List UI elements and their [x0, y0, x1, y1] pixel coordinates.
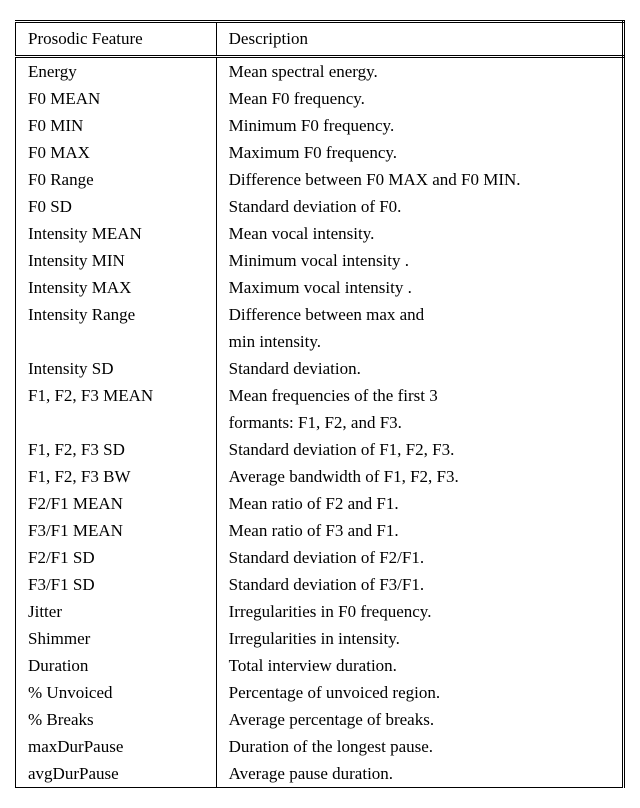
cell-feature: F2/F1 SD — [16, 544, 217, 571]
cell-description: Difference between max and — [216, 301, 623, 328]
table-row: F0 MAXMaximum F0 frequency. — [16, 139, 624, 166]
table-row: ShimmerIrregularities in intensity. — [16, 625, 624, 652]
header-feature: Prosodic Feature — [16, 22, 217, 57]
table-row: Intensity MEANMean vocal intensity. — [16, 220, 624, 247]
table-row: DurationTotal interview duration. — [16, 652, 624, 679]
header-description: Description — [216, 22, 623, 57]
cell-description: Standard deviation of F0. — [216, 193, 623, 220]
cell-description: Mean frequencies of the first 3 — [216, 382, 623, 409]
table-row: avgDurPauseAverage pause duration. — [16, 760, 624, 788]
cell-description: Average pause duration. — [216, 760, 623, 788]
cell-feature: Intensity MAX — [16, 274, 217, 301]
table-row: F2/F1 SDStandard deviation of F2/F1. — [16, 544, 624, 571]
table-row: F2/F1 MEANMean ratio of F2 and F1. — [16, 490, 624, 517]
table-row: % UnvoicedPercentage of unvoiced region. — [16, 679, 624, 706]
table-row: Intensity SDStandard deviation. — [16, 355, 624, 382]
table-row: formants: F1, F2, and F3. — [16, 409, 624, 436]
cell-feature: F1, F2, F3 MEAN — [16, 382, 217, 409]
cell-feature: % Breaks — [16, 706, 217, 733]
cell-description: Maximum F0 frequency. — [216, 139, 623, 166]
cell-feature: F1, F2, F3 SD — [16, 436, 217, 463]
cell-description: Standard deviation of F3/F1. — [216, 571, 623, 598]
cell-feature: F0 SD — [16, 193, 217, 220]
cell-feature: F0 Range — [16, 166, 217, 193]
cell-description: Mean F0 frequency. — [216, 85, 623, 112]
cell-feature — [16, 409, 217, 436]
cell-description: Standard deviation of F1, F2, F3. — [216, 436, 623, 463]
cell-feature: maxDurPause — [16, 733, 217, 760]
cell-feature: Jitter — [16, 598, 217, 625]
cell-description: Minimum vocal intensity . — [216, 247, 623, 274]
cell-description: Mean ratio of F3 and F1. — [216, 517, 623, 544]
cell-description: Maximum vocal intensity . — [216, 274, 623, 301]
cell-description: min intensity. — [216, 328, 623, 355]
table-row: F0 MINMinimum F0 frequency. — [16, 112, 624, 139]
cell-description: Total interview duration. — [216, 652, 623, 679]
cell-feature: % Unvoiced — [16, 679, 217, 706]
prosodic-features-table: Prosodic Feature Description EnergyMean … — [15, 20, 625, 788]
table-row: F0 MEANMean F0 frequency. — [16, 85, 624, 112]
cell-feature: Energy — [16, 57, 217, 86]
cell-feature: Shimmer — [16, 625, 217, 652]
table-row: F0 SDStandard deviation of F0. — [16, 193, 624, 220]
cell-feature: F3/F1 MEAN — [16, 517, 217, 544]
table-row: F0 RangeDifference between F0 MAX and F0… — [16, 166, 624, 193]
table-row: Intensity RangeDifference between max an… — [16, 301, 624, 328]
cell-feature: F3/F1 SD — [16, 571, 217, 598]
cell-description: Standard deviation. — [216, 355, 623, 382]
cell-description: formants: F1, F2, and F3. — [216, 409, 623, 436]
cell-feature: F2/F1 MEAN — [16, 490, 217, 517]
cell-description: Irregularities in intensity. — [216, 625, 623, 652]
table-row: F1, F2, F3 SDStandard deviation of F1, F… — [16, 436, 624, 463]
cell-feature: F0 MAX — [16, 139, 217, 166]
table-row: F1, F2, F3 MEANMean frequencies of the f… — [16, 382, 624, 409]
table-row: min intensity. — [16, 328, 624, 355]
cell-feature: F1, F2, F3 BW — [16, 463, 217, 490]
table-row: JitterIrregularities in F0 frequency. — [16, 598, 624, 625]
table-body: EnergyMean spectral energy.F0 MEANMean F… — [16, 57, 624, 788]
cell-description: Difference between F0 MAX and F0 MIN. — [216, 166, 623, 193]
cell-feature: Intensity MEAN — [16, 220, 217, 247]
cell-description: Mean ratio of F2 and F1. — [216, 490, 623, 517]
cell-description: Percentage of unvoiced region. — [216, 679, 623, 706]
cell-feature — [16, 328, 217, 355]
cell-description: Duration of the longest pause. — [216, 733, 623, 760]
cell-description: Standard deviation of F2/F1. — [216, 544, 623, 571]
cell-description: Average percentage of breaks. — [216, 706, 623, 733]
table-row: F3/F1 SDStandard deviation of F3/F1. — [16, 571, 624, 598]
table-row: Intensity MAXMaximum vocal intensity . — [16, 274, 624, 301]
cell-feature: F0 MIN — [16, 112, 217, 139]
table-row: F1, F2, F3 BWAverage bandwidth of F1, F2… — [16, 463, 624, 490]
cell-feature: F0 MEAN — [16, 85, 217, 112]
table-row: EnergyMean spectral energy. — [16, 57, 624, 86]
cell-feature: Intensity SD — [16, 355, 217, 382]
table-row: F3/F1 MEANMean ratio of F3 and F1. — [16, 517, 624, 544]
cell-description: Mean vocal intensity. — [216, 220, 623, 247]
table-row: maxDurPauseDuration of the longest pause… — [16, 733, 624, 760]
table-row: % BreaksAverage percentage of breaks. — [16, 706, 624, 733]
cell-description: Average bandwidth of F1, F2, F3. — [216, 463, 623, 490]
table-header-row: Prosodic Feature Description — [16, 22, 624, 57]
cell-feature: Intensity Range — [16, 301, 217, 328]
cell-description: Irregularities in F0 frequency. — [216, 598, 623, 625]
cell-description: Mean spectral energy. — [216, 57, 623, 86]
cell-feature: Duration — [16, 652, 217, 679]
cell-feature: Intensity MIN — [16, 247, 217, 274]
table-container: Prosodic Feature Description EnergyMean … — [15, 20, 625, 788]
cell-description: Minimum F0 frequency. — [216, 112, 623, 139]
table-row: Intensity MINMinimum vocal intensity . — [16, 247, 624, 274]
cell-feature: avgDurPause — [16, 760, 217, 788]
